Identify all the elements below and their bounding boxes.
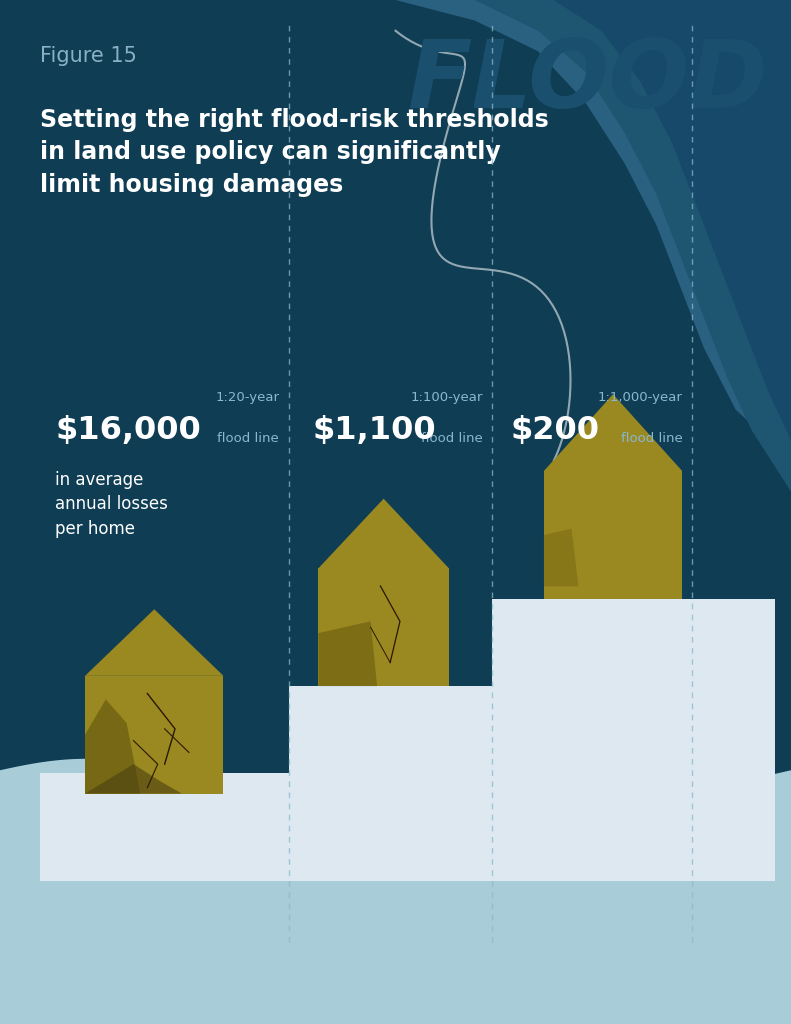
Text: 1:20-year: 1:20-year [215,391,279,404]
Polygon shape [544,528,578,586]
Text: flood line: flood line [621,432,683,445]
Text: $200: $200 [510,415,600,445]
Polygon shape [85,699,141,794]
Polygon shape [0,866,791,1024]
Polygon shape [318,499,449,568]
Polygon shape [396,0,791,461]
Text: flood line: flood line [421,432,483,445]
Text: $16,000: $16,000 [55,415,201,445]
Polygon shape [85,764,182,794]
Polygon shape [0,825,293,1024]
Polygon shape [0,759,791,1024]
Text: Figure 15: Figure 15 [40,46,136,67]
Polygon shape [0,835,791,1024]
Bar [492,599,775,881]
Polygon shape [0,940,791,1024]
Text: 1:100-year: 1:100-year [411,391,483,404]
Polygon shape [0,903,791,1024]
Bar [40,773,289,881]
Polygon shape [0,771,293,1024]
Polygon shape [0,799,293,1024]
Polygon shape [554,0,791,440]
Text: 1:1,000-year: 1:1,000-year [598,391,683,404]
Polygon shape [0,977,791,1024]
Text: flood line: flood line [218,432,279,445]
Bar [544,471,683,599]
Polygon shape [475,0,791,492]
Polygon shape [544,394,683,471]
Bar [289,686,492,881]
Bar [318,568,449,686]
Text: $1,100: $1,100 [312,415,436,445]
Polygon shape [318,622,377,686]
Polygon shape [85,609,223,676]
Polygon shape [0,853,293,1024]
Text: in average
annual losses
per home: in average annual losses per home [55,471,168,538]
Bar [85,676,223,794]
Polygon shape [0,797,791,1024]
Text: Setting the right flood-risk thresholds
in land use policy can significantly
lim: Setting the right flood-risk thresholds … [40,108,548,197]
Text: FLOOD: FLOOD [407,36,767,128]
